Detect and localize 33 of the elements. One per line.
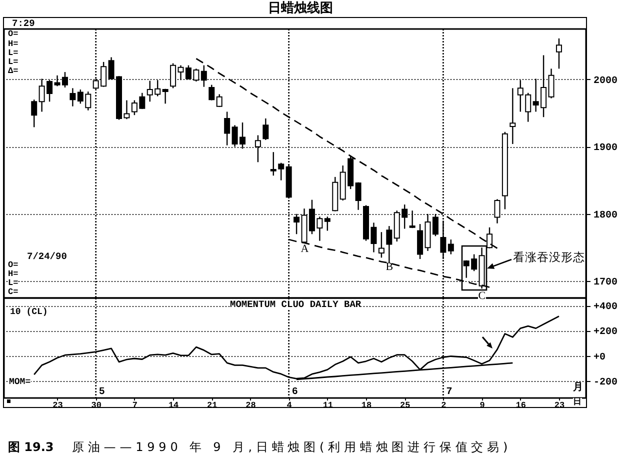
y-tick-label: 1900: [594, 143, 618, 154]
caption: 图 19.3: [8, 440, 54, 454]
y-tick-label: +0: [594, 352, 606, 364]
text: O=: [8, 29, 18, 39]
annotation: A: [300, 243, 309, 255]
annotation: 看涨吞没形态: [513, 250, 585, 264]
text: O=: [8, 260, 18, 270]
y-axis-title: MOM=: [9, 376, 31, 386]
text: L=: [8, 278, 18, 288]
chart-title: MOMENTUM CLUO DAILY BAR: [230, 299, 362, 310]
text: H=: [8, 268, 18, 278]
annotation: B: [386, 261, 394, 273]
text: L=: [8, 48, 18, 58]
text: Δ=: [8, 66, 18, 76]
text: H=: [8, 38, 18, 48]
text: L=: [8, 56, 18, 66]
text: C=: [8, 286, 18, 296]
ref-line-label: 5: [99, 387, 106, 398]
text: 10 (CL): [10, 306, 48, 316]
annotation: 7/24/90: [27, 251, 67, 262]
text: 原油——1990 年 9 月,日蜡烛图(利用蜡烛图进行保值交易): [72, 440, 512, 454]
text: 月: [573, 382, 583, 393]
ref-line-label: 7: [446, 387, 452, 398]
ref-line-label: 6: [292, 387, 298, 398]
y-tick-label: 1700: [594, 278, 618, 289]
y-tick-label: +400: [594, 302, 618, 314]
y-tick-label: +200: [594, 327, 618, 338]
annotation: C: [478, 290, 486, 302]
y-tick-label: -200: [594, 378, 618, 389]
chart-title: 日蜡烛线图: [268, 1, 333, 16]
text: 7:29: [12, 18, 35, 29]
y-tick-label: 2000: [594, 76, 618, 87]
y-tick-label: 1800: [594, 210, 618, 222]
